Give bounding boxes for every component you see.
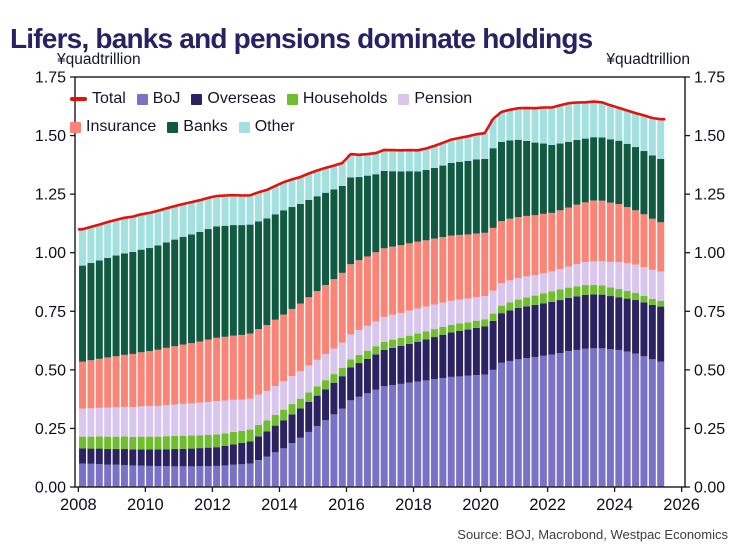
legend-label: Pension [414, 90, 473, 107]
y-axis-unit-left: ¥quadtrillion [57, 51, 141, 68]
series-overseas [79, 294, 665, 467]
legend-square-swatch [191, 93, 203, 105]
source-note: Source: BOJ, Macrobond, Westpac Economic… [457, 527, 728, 542]
series-banks [79, 137, 665, 362]
y-tick-label-right: 1.25 [694, 187, 725, 204]
total-line [77, 100, 666, 231]
legend-square-swatch [286, 93, 298, 105]
x-tick-label: 2014 [261, 496, 298, 514]
legend-label: Households [302, 90, 388, 107]
legend-label: Total [92, 90, 126, 107]
y-tick-label-left: 0.50 [35, 362, 66, 379]
y-axis-unit-right: ¥quadtrillion [606, 51, 690, 68]
y-tick-label-left: 0.00 [35, 480, 66, 497]
legend-item-insurance: Insurance [70, 113, 156, 141]
x-axis: 2008 2010 2012 2014 2016 2018 2020 2022 2024 2026 [60, 487, 700, 514]
x-tick-label: 2016 [328, 496, 365, 514]
series-households [79, 284, 665, 450]
legend-square-swatch [136, 93, 148, 105]
x-tick-label: 2022 [529, 496, 566, 514]
y-tick-label-left: 1.50 [35, 128, 66, 145]
legend-item-overseas: Overseas [191, 85, 276, 113]
legend-item-households: Households [286, 85, 388, 113]
bars [79, 101, 665, 487]
x-tick-label: 2024 [596, 496, 633, 514]
legend-square-swatch [398, 93, 410, 105]
y-tick-label-left: 1.00 [35, 245, 66, 262]
chart-legend: Total BoJ Overseas Households Pension Insuran… [70, 85, 630, 141]
legend-item-other: Other [238, 113, 295, 141]
y-tick-label-right: 0.25 [694, 421, 725, 438]
y-tick-label-left: 1.25 [35, 187, 66, 204]
legend-label: Insurance [86, 118, 157, 135]
x-tick-label: 2008 [60, 496, 97, 514]
legend-item-boj: BoJ [136, 85, 181, 113]
x-tick-label: 2018 [395, 496, 432, 514]
page-title: Lifers, banks and pensions dominate hold… [10, 22, 593, 54]
legend-row: Insurance Banks Other [70, 113, 630, 141]
legend-line-swatch [70, 97, 87, 101]
legend-square-swatch [70, 121, 81, 133]
series-insurance [79, 200, 665, 409]
series-boj [79, 348, 665, 487]
legend-item-pension: Pension [398, 85, 472, 113]
legend-label: Overseas [207, 90, 276, 107]
y-tick-label-right: 1.00 [694, 245, 725, 262]
legend-square-swatch [167, 121, 179, 133]
legend-label: BoJ [152, 90, 181, 107]
series-other [79, 101, 665, 266]
legend-item-banks: Banks [167, 113, 228, 141]
y-tick-label-right: 0.00 [694, 480, 725, 497]
plot-frame [74, 76, 686, 488]
y-tick-label-right: 0.75 [694, 304, 725, 321]
x-tick-label: 2012 [194, 496, 231, 514]
y-tick-label-right: 0.50 [694, 362, 725, 379]
y-axis: 0.00 0.00 0.25 0.25 0.50 0.50 0.75 0.75 1.00 1.00… [35, 70, 725, 497]
y-tick-label-right: 1.50 [694, 128, 725, 145]
legend-label: Other [254, 118, 295, 135]
legend-item-total: Total [70, 85, 126, 113]
x-tick-label: 2026 [663, 496, 700, 514]
y-tick-label-right: 1.75 [694, 70, 725, 87]
legend-row: Total BoJ Overseas Households Pension [70, 85, 630, 113]
x-tick-label: 2010 [127, 496, 164, 514]
legend-square-swatch [238, 121, 250, 133]
x-tick-label: 2020 [462, 496, 499, 514]
series-pension [79, 261, 665, 437]
legend-label: Banks [183, 118, 228, 135]
y-tick-label-left: 0.75 [35, 304, 66, 321]
y-tick-label-left: 1.75 [35, 70, 66, 87]
y-tick-label-left: 0.25 [35, 421, 66, 438]
